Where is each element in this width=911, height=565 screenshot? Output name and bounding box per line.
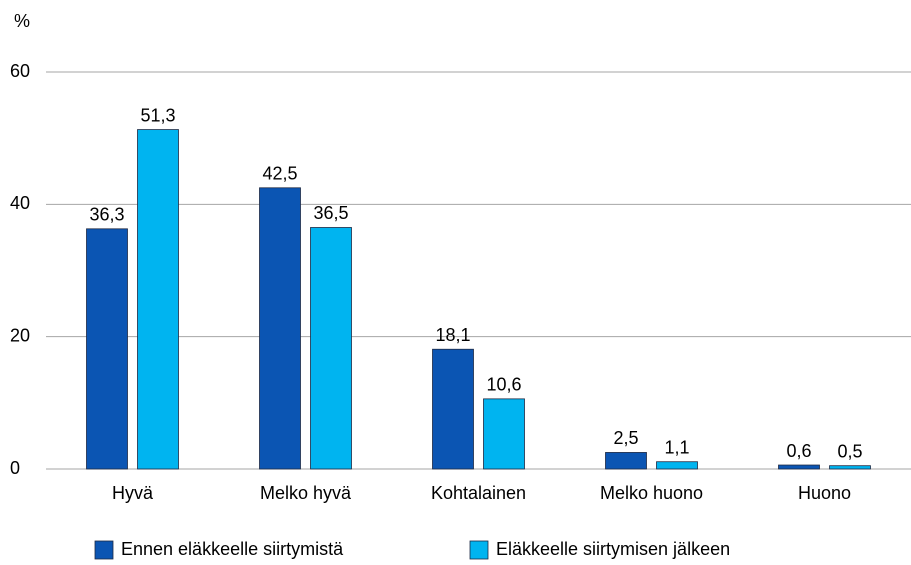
x-tick-label: Melko hyvä	[260, 483, 352, 503]
y-tick-label: 40	[10, 193, 30, 213]
value-label: 36,3	[89, 205, 124, 225]
value-label: 36,5	[313, 203, 348, 223]
y-tick-label: 20	[10, 325, 30, 345]
y-tick-label: 60	[10, 61, 30, 81]
bar	[483, 398, 525, 470]
x-tick-label: Kohtalainen	[431, 483, 526, 503]
legend-swatch	[469, 540, 489, 560]
value-label: 2,5	[613, 428, 638, 448]
value-label: 10,6	[486, 375, 521, 395]
bar	[656, 461, 698, 470]
y-axis-label: %	[14, 11, 30, 31]
value-label: 0,5	[837, 441, 862, 461]
bar	[259, 187, 301, 470]
x-tick-label: Hyvä	[112, 483, 154, 503]
value-label: 1,1	[664, 437, 689, 457]
value-label: 0,6	[786, 441, 811, 461]
x-tick-label: Huono	[798, 483, 851, 503]
value-label: 51,3	[140, 105, 175, 125]
bar	[86, 228, 128, 470]
bar	[829, 465, 871, 470]
value-label: 18,1	[435, 325, 470, 345]
bar	[605, 452, 647, 470]
x-tick-label: Melko huono	[600, 483, 703, 503]
bar	[310, 227, 352, 470]
y-tick-label: 0	[10, 458, 20, 478]
legend-label: Eläkkeelle siirtymisen jälkeen	[496, 539, 730, 559]
legend-swatch	[94, 540, 114, 560]
legend-label: Ennen eläkkeelle siirtymistä	[121, 539, 344, 559]
bar	[778, 464, 820, 470]
bar	[137, 129, 179, 470]
bar	[432, 348, 474, 470]
value-label: 42,5	[262, 164, 297, 184]
